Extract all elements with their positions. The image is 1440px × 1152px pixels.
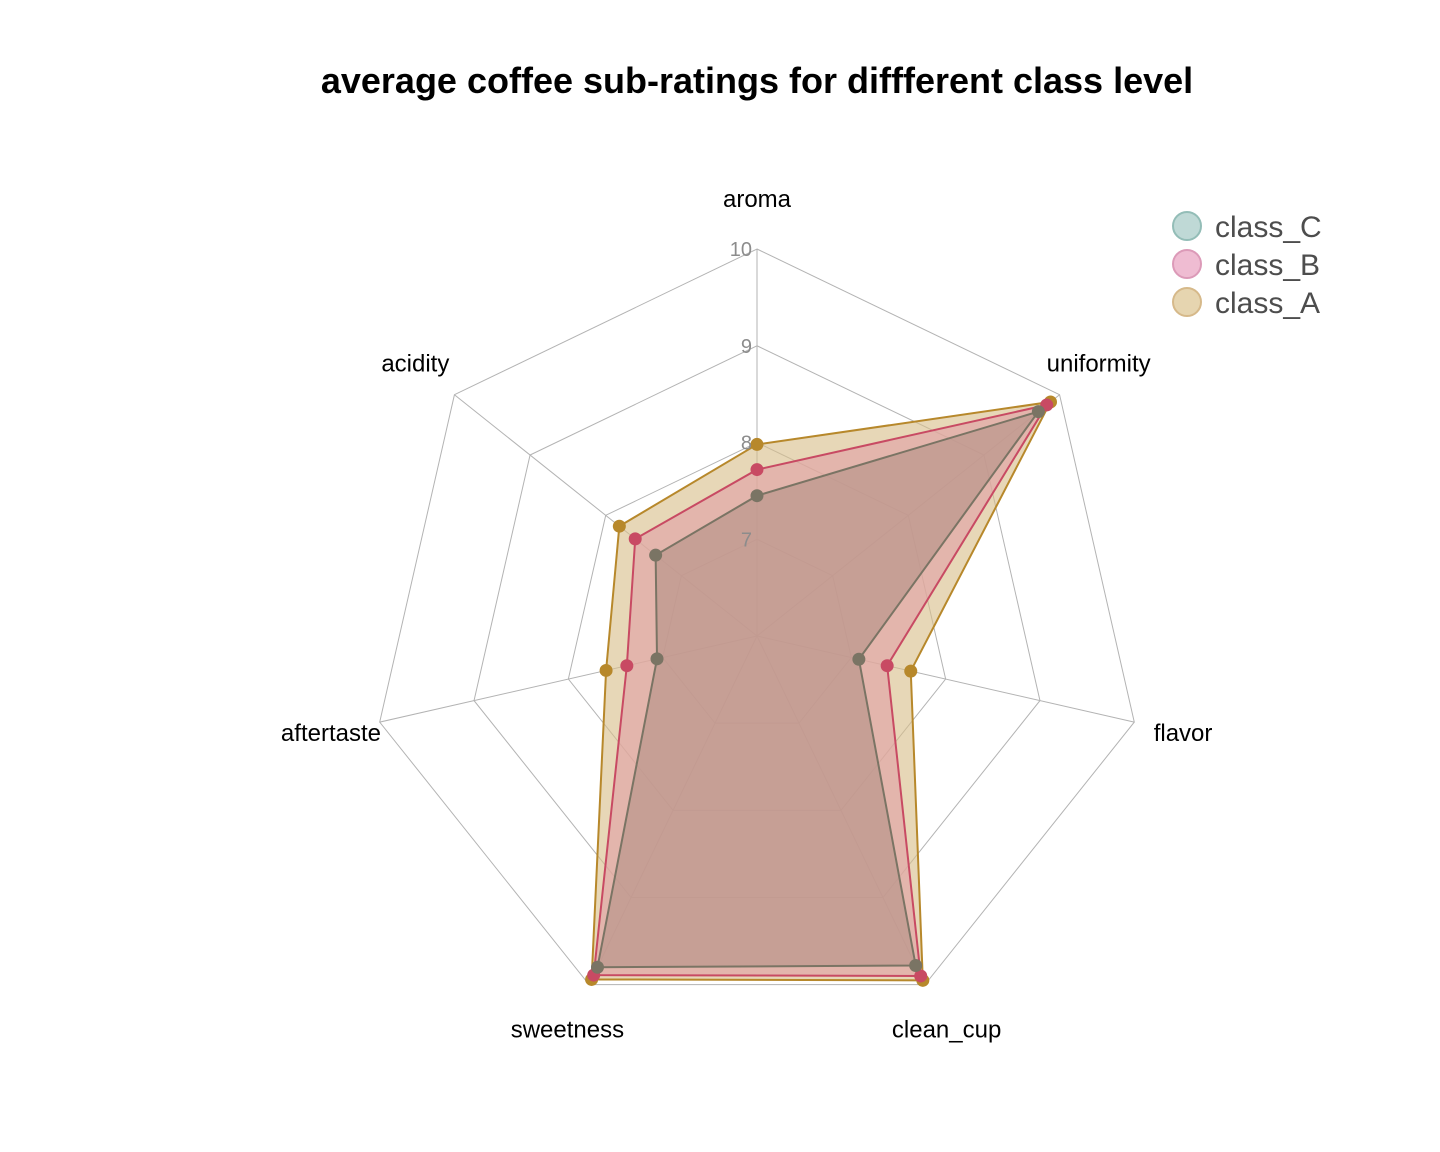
point-class-a-flavor xyxy=(904,664,918,678)
point-class-c-flavor xyxy=(852,652,866,666)
series-layer xyxy=(585,395,1057,987)
chart-title: average coffee sub-ratings for diffferen… xyxy=(321,60,1193,101)
tick-label-7: 7 xyxy=(741,529,752,551)
tick-label-9: 9 xyxy=(741,336,752,358)
axis-label-acidity: acidity xyxy=(381,351,449,378)
legend-item-class-c: class_C xyxy=(1172,211,1322,244)
point-class-c-aftertaste xyxy=(650,652,664,666)
axis-label-aftertaste: aftertaste xyxy=(281,720,381,747)
legend-label-class-c: class_C xyxy=(1215,211,1322,244)
axis-label-clean-cup: clean_cup xyxy=(892,1017,1001,1044)
point-class-c-uniformity xyxy=(1031,405,1045,419)
axis-label-sweetness: sweetness xyxy=(511,1017,624,1044)
point-class-a-aftertaste xyxy=(599,663,613,677)
point-class-b-flavor xyxy=(880,659,894,673)
point-class-a-aroma xyxy=(750,437,764,451)
series-class-c xyxy=(590,405,1045,974)
point-class-b-aroma xyxy=(750,463,764,477)
axis-labels: aroma uniformity flavor clean_cup sweetness a… xyxy=(281,186,1212,1044)
point-class-b-aftertaste xyxy=(620,659,634,673)
point-class-c-sweetness xyxy=(590,960,604,974)
grid-ring-10 xyxy=(379,248,1135,986)
axis-label-aroma: aroma xyxy=(723,186,792,213)
point-class-c-acidity xyxy=(649,548,663,562)
legend-label-class-b: class_B xyxy=(1215,249,1320,282)
axis-label-flavor: flavor xyxy=(1154,720,1213,747)
series-area-class-c xyxy=(596,409,1041,969)
axis-label-uniformity: uniformity xyxy=(1047,351,1151,378)
point-class-b-acidity xyxy=(628,532,642,546)
legend-item-class-b: class_B xyxy=(1172,249,1320,282)
legend: class_C class_B class_A xyxy=(1172,211,1322,320)
legend-swatch-class-a xyxy=(1172,287,1202,317)
tick-label-8: 8 xyxy=(741,433,752,455)
tick-labels: 7 8 9 10 xyxy=(730,239,752,551)
legend-item-class-a: class_A xyxy=(1172,287,1320,320)
legend-swatch-class-c xyxy=(1172,211,1202,241)
point-class-c-aroma xyxy=(750,489,764,503)
tick-label-10: 10 xyxy=(730,239,752,261)
legend-label-class-a: class_A xyxy=(1215,287,1320,320)
point-class-a-acidity xyxy=(612,519,626,533)
point-class-b-clean-cup xyxy=(914,969,928,983)
point-class-c-clean-cup xyxy=(909,958,923,972)
legend-swatch-class-b xyxy=(1172,249,1202,279)
